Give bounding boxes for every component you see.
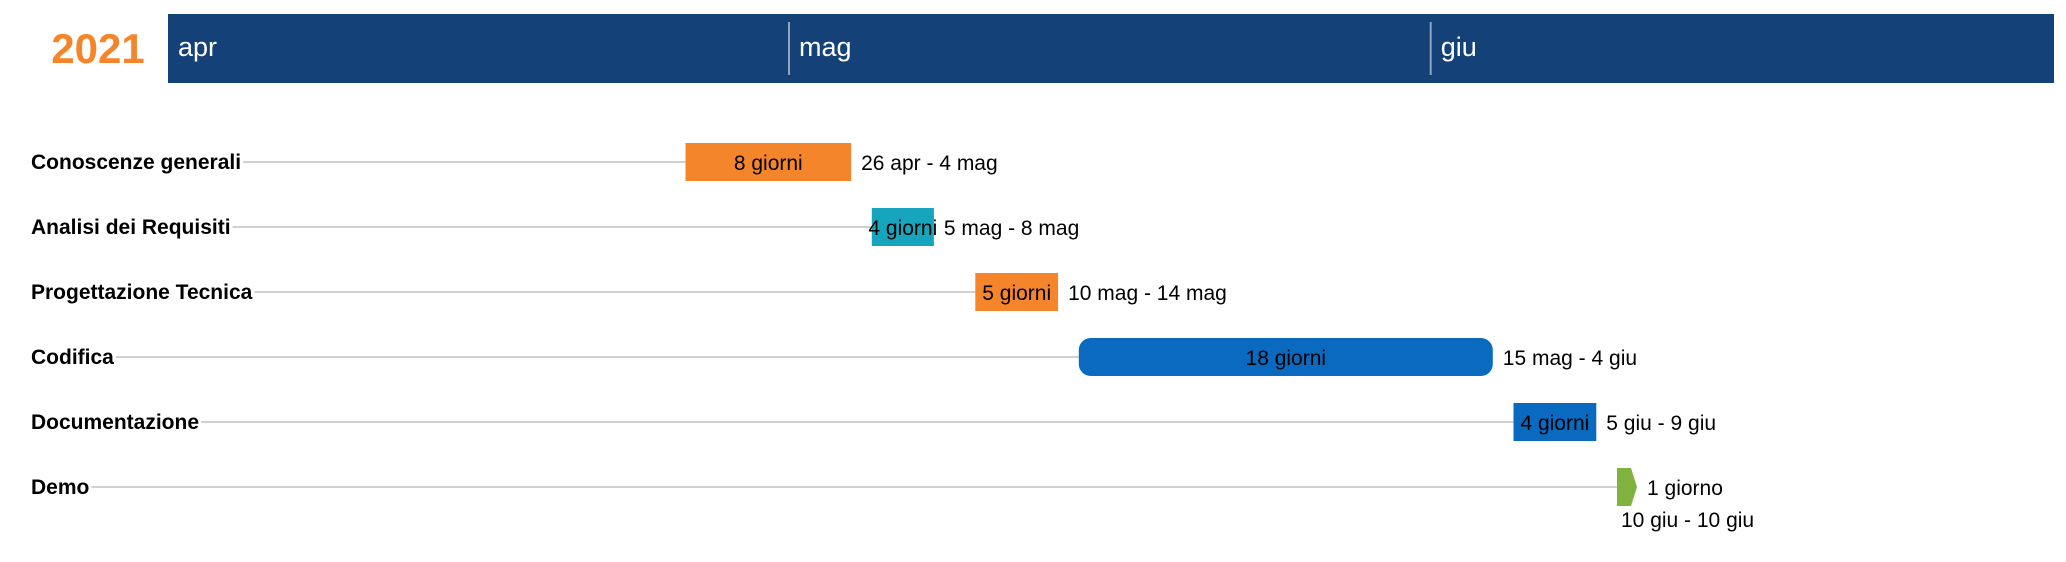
task-bar-analisi-dei-requisiti — [871, 208, 934, 246]
task-range-conoscenze-generali: 26 apr - 4 mag — [861, 152, 998, 175]
task-name-bg — [29, 343, 116, 371]
month-label-mag: mag — [799, 32, 852, 62]
task-bar-documentazione — [1513, 403, 1597, 441]
task-duration-conoscenze-generali: 8 giorni — [734, 152, 803, 175]
task-name-bg — [29, 148, 244, 176]
task-range-analisi-dei-requisiti: 5 mag - 8 mag — [944, 217, 1079, 240]
task-name-conoscenze-generali: Conoscenze generali — [31, 151, 241, 174]
task-bar-conoscenze-generali — [685, 143, 852, 181]
month-scale: apr mag giu — [178, 22, 1477, 75]
month-label-apr: apr — [178, 32, 217, 62]
task-duration-demo: 1 giorno — [1647, 477, 1723, 500]
task-name-demo: Demo — [31, 476, 89, 499]
month-label-giu: giu — [1441, 32, 1477, 62]
timeline-header — [168, 14, 2054, 83]
task-rows: Conoscenze generali 8 giorni 26 apr - 4 ma… — [29, 143, 1754, 532]
milestone-marker — [1617, 468, 1637, 506]
task-bar-codifica — [1078, 338, 1493, 376]
year-label: 2021 — [51, 25, 144, 72]
task-name-bg — [29, 213, 233, 241]
task-duration-analisi-dei-requisiti: 4 giorni — [868, 217, 937, 240]
task-duration-codifica: 18 giorni — [1246, 347, 1327, 370]
task-duration-progettazione-tecnica: 5 giorni — [982, 282, 1051, 305]
task-name-progettazione-tecnica: Progettazione Tecnica — [31, 281, 253, 304]
task-bar-progettazione-tecnica — [975, 273, 1059, 311]
task-name-bg — [29, 473, 92, 501]
task-range-documentazione: 5 giu - 9 giu — [1606, 412, 1716, 435]
task-range-progettazione-tecnica: 10 mag - 14 mag — [1068, 282, 1227, 305]
task-duration-documentazione: 4 giorni — [1520, 412, 1589, 435]
task-name-documentazione: Documentazione — [31, 411, 199, 434]
task-range-demo: 10 giu - 10 giu — [1621, 509, 1754, 532]
task-name-bg — [29, 408, 202, 436]
task-name-codifica: Codifica — [31, 346, 114, 369]
task-range-codifica: 15 mag - 4 giu — [1503, 347, 1637, 370]
task-name-analisi-dei-requisiti: Analisi dei Requisiti — [31, 216, 231, 239]
task-name-bg — [29, 278, 255, 306]
